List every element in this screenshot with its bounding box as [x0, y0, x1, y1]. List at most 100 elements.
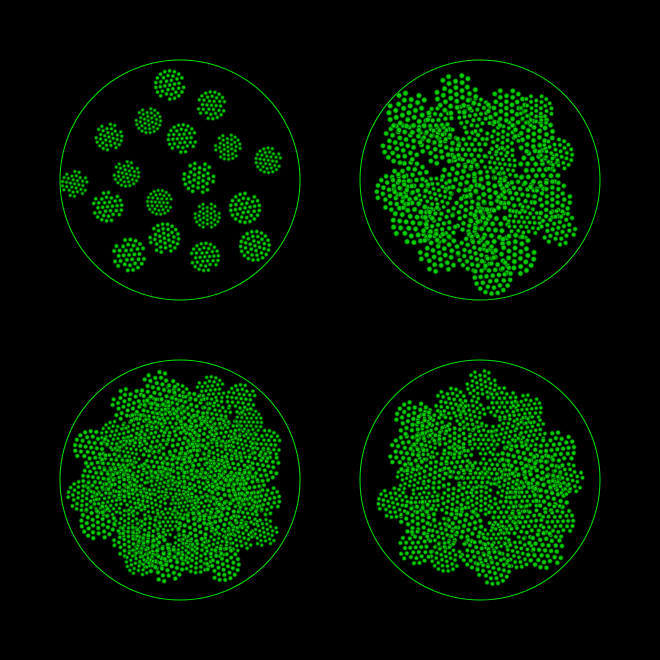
cluster-dot [80, 183, 85, 188]
cluster-dot [536, 215, 542, 221]
cluster-dot [266, 170, 271, 175]
cluster-dot [504, 509, 509, 515]
cluster-dot [94, 485, 100, 491]
cluster-dot [504, 425, 510, 431]
cluster-dot [213, 553, 219, 559]
cluster-dot [80, 179, 85, 184]
cluster-dot [138, 115, 143, 120]
cluster-dot [81, 483, 86, 489]
cluster-dot [161, 484, 166, 489]
cluster-dot [139, 523, 144, 529]
cluster-dot [274, 155, 279, 160]
cluster-dot [446, 450, 452, 456]
cluster-dot [238, 437, 243, 443]
cluster-dot [509, 179, 515, 186]
cluster-dot [489, 146, 495, 152]
cluster-dot [446, 410, 452, 416]
cluster-dot [156, 369, 163, 375]
cluster-dot [455, 250, 462, 256]
cluster-dot [513, 443, 519, 449]
cluster-dot [186, 550, 191, 556]
cluster-dot [524, 503, 530, 509]
cluster-dot [72, 448, 78, 454]
cluster-dot [453, 98, 460, 105]
cluster-dot [186, 492, 191, 497]
cluster-dot [247, 219, 253, 224]
cluster-dot [455, 152, 462, 158]
cluster-dot [84, 507, 89, 512]
cluster-dot [106, 190, 111, 195]
cluster-dot [90, 517, 96, 523]
cluster-dot [217, 145, 222, 150]
cluster-dot [169, 78, 174, 83]
cluster-dot [516, 534, 522, 540]
cluster-dot [187, 163, 193, 169]
cluster-dot [501, 531, 507, 536]
cluster-dot [244, 388, 250, 394]
cluster-dot [264, 507, 270, 512]
cluster-dot [553, 435, 559, 441]
cluster-dot [222, 156, 227, 161]
cluster-dot [222, 99, 227, 104]
cluster-dot [495, 194, 502, 200]
cluster-dot [146, 118, 151, 123]
cluster-dot [132, 566, 137, 571]
cluster-dot [190, 553, 195, 558]
cluster-dot [211, 495, 217, 501]
cluster-dot [217, 468, 223, 473]
cluster-dot [179, 508, 184, 513]
cluster-dot [188, 169, 193, 175]
panel-bottom-right [359, 359, 601, 601]
cluster-dot [106, 134, 112, 140]
cluster-dot [479, 120, 485, 126]
cluster-dot [387, 116, 394, 123]
cluster-dot [499, 519, 504, 525]
cluster-dot [463, 398, 468, 404]
cluster-dot [507, 277, 513, 283]
cluster-dot [404, 238, 411, 245]
cluster-dot [417, 491, 422, 497]
cluster [238, 229, 272, 263]
cluster-dot [175, 511, 180, 516]
cluster [195, 374, 226, 406]
cluster-dot [225, 399, 230, 404]
cluster-dot [84, 520, 90, 526]
cluster-dot [457, 257, 463, 263]
cluster-dot [192, 430, 198, 435]
cluster-dot [436, 479, 442, 485]
cluster-dot [158, 515, 163, 520]
cluster-dot [412, 107, 419, 114]
cluster-dot [218, 425, 224, 430]
cluster-dot [436, 560, 441, 565]
cluster-dot [452, 441, 457, 447]
cluster-dot [490, 424, 496, 429]
cluster-dot [512, 157, 517, 163]
cluster-dot [174, 460, 180, 466]
cluster-dot [208, 211, 213, 216]
cluster-dot [394, 145, 400, 152]
cluster-dot [208, 242, 213, 247]
cluster-dot [201, 225, 206, 230]
cluster-dot [524, 224, 529, 230]
cluster-dot [507, 515, 513, 521]
cluster-dot [515, 549, 521, 555]
cluster-dot [274, 455, 280, 461]
cluster-dot [233, 207, 238, 212]
cluster-dot [455, 142, 462, 149]
cluster-dot [163, 562, 169, 568]
cluster-dot [235, 387, 240, 393]
cluster-dot [263, 442, 269, 447]
cluster-dot [438, 399, 444, 404]
cluster-dot [143, 516, 148, 522]
cluster-dot [559, 229, 566, 235]
cluster-dot [540, 172, 546, 179]
cluster-dot [230, 527, 236, 533]
cluster-dot [395, 127, 402, 134]
cluster-dot [146, 195, 151, 200]
cluster-dot [403, 218, 410, 225]
cluster-dot [519, 425, 524, 431]
cluster-dot [523, 267, 530, 274]
cluster-dot [439, 425, 445, 430]
cluster [166, 122, 198, 155]
cluster-dot [125, 484, 131, 490]
